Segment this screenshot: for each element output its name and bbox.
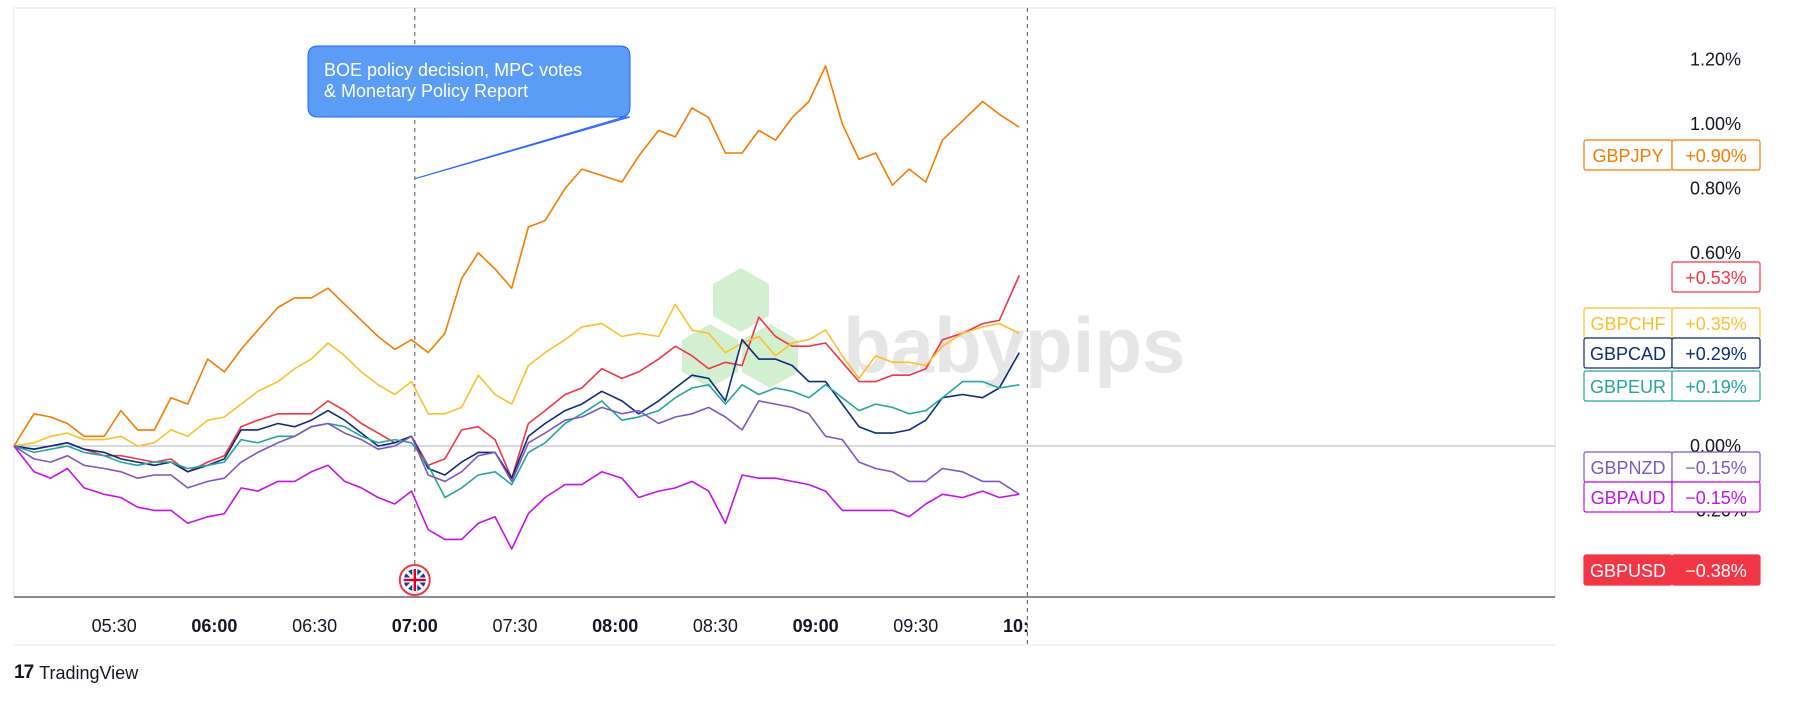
series-end-label-gbpeur: GBPEUR +0.19% xyxy=(1583,370,1761,402)
x-tick-label: 07:30 xyxy=(492,616,537,636)
series-value-box xyxy=(1671,370,1761,402)
x-tick-label: 09:00 xyxy=(793,616,839,636)
annotation-bubble xyxy=(307,45,631,180)
x-tick-label: 09:30 xyxy=(893,616,938,636)
x-tick-label: 07:00 xyxy=(392,616,438,636)
y-tick-label: 1.20% xyxy=(1690,50,1741,70)
series-line-gbpeur xyxy=(13,380,1020,499)
series-end-label-gbpaud: GBPAUD −0.15% xyxy=(1583,481,1761,513)
series-line-gbpjpy xyxy=(13,65,1020,447)
watermark-cube-icon xyxy=(682,324,738,388)
series-name-label: GBPJPY xyxy=(1592,146,1663,166)
series-end-label-series-1: +0.53% xyxy=(1671,261,1761,293)
x-tick-label: 10: xyxy=(1003,616,1029,636)
watermark-cube-icon xyxy=(742,324,798,388)
x-tick-label: 06:00 xyxy=(191,616,237,636)
uk-flag-icon xyxy=(398,564,431,596)
x-tick-label: 06:30 xyxy=(292,616,337,636)
series-line-gbpchf xyxy=(13,303,1020,447)
annotation-text: BOE policy decision, MPC votes xyxy=(324,60,582,80)
series-value-label: +0.19% xyxy=(1685,377,1747,397)
series-name-label: GBPUSD xyxy=(1590,561,1666,581)
watermark-cube-icon xyxy=(713,268,769,332)
series-value-label: −0.38% xyxy=(1685,561,1747,581)
series-end-label-gbpusd: GBPUSD −0.38% xyxy=(1583,554,1761,586)
series-end-label-gbpnzd: GBPNZD −0.15% xyxy=(1583,451,1761,483)
series-line-gbpaud xyxy=(13,445,1020,550)
series-name-label: GBPEUR xyxy=(1590,377,1666,397)
series-name-label: GBPAUD xyxy=(1591,488,1666,508)
series-value-label: +0.53% xyxy=(1685,268,1747,288)
tradingview-footer: 17 TradingView xyxy=(14,662,138,684)
series-value-label: +0.35% xyxy=(1685,314,1747,334)
uk-flag-cross-red xyxy=(413,569,416,591)
annotation-text: & Monetary Policy Report xyxy=(324,81,528,101)
x-tick-label: 08:30 xyxy=(693,616,738,636)
series-value-label: −0.15% xyxy=(1685,488,1747,508)
series-value-box xyxy=(1671,337,1761,369)
x-tick-label: 08:00 xyxy=(592,616,638,636)
series-value-box xyxy=(1671,481,1761,513)
series-line-gbpnzd xyxy=(13,400,1020,495)
series-end-label-gbpjpy: GBPJPY +0.90% xyxy=(1583,139,1761,171)
series-end-label-gbpchf: GBPCHF +0.35% xyxy=(1583,307,1761,339)
y-tick-label: 1.00% xyxy=(1690,114,1741,134)
series-value-box xyxy=(1671,554,1761,586)
series-value-box xyxy=(1671,261,1761,293)
series-value-label: −0.15% xyxy=(1685,458,1747,478)
series-end-label-gbpcad: GBPCAD +0.29% xyxy=(1583,337,1761,369)
series-line-gbpcad xyxy=(13,338,1020,479)
tradingview-brand: TradingView xyxy=(39,662,139,683)
y-tick-label: 0.00% xyxy=(1690,436,1741,456)
series-name-label: GBPNZD xyxy=(1590,458,1665,478)
annotation-callout: BOE policy decision, MPC votes& Monetary… xyxy=(307,45,631,180)
y-tick-label: 0.80% xyxy=(1690,178,1741,198)
tradingview-logo-icon: 17 xyxy=(14,662,34,683)
watermark-text: babypips xyxy=(843,301,1185,389)
plot-frame xyxy=(13,7,1556,598)
x-tick-label: 05:30 xyxy=(92,616,137,636)
series-value-label: +0.29% xyxy=(1685,344,1747,364)
series-name-label: GBPCHF xyxy=(1590,314,1665,334)
y-tick-label: 0.60% xyxy=(1690,243,1741,263)
series-value-box xyxy=(1671,139,1761,171)
series-value-label: +0.90% xyxy=(1685,146,1747,166)
babypips-watermark: babypips xyxy=(682,268,1185,389)
series-name-label: GBPCAD xyxy=(1590,344,1666,364)
